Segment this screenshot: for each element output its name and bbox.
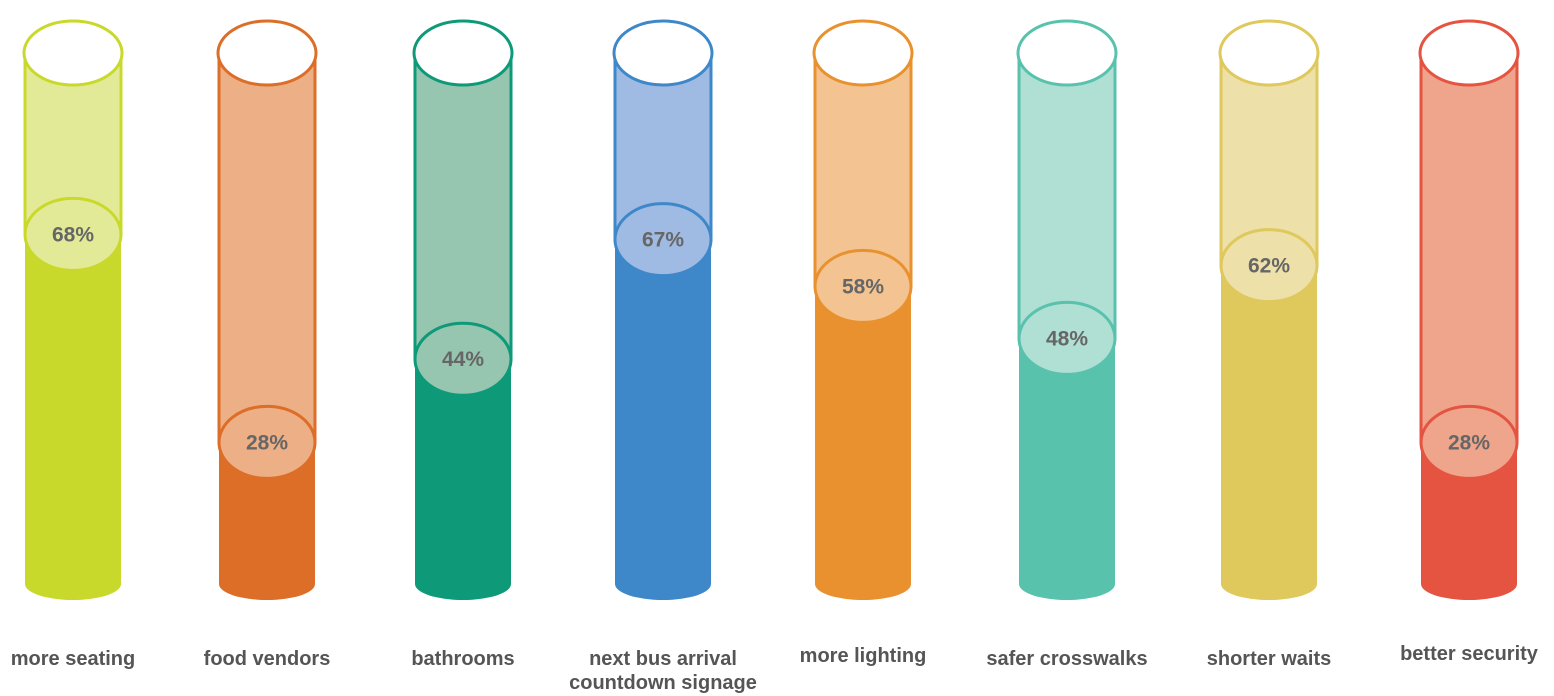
cylinder-base <box>415 568 511 600</box>
cylinder-bar: 67% next bus arrival countdown signage <box>569 19 757 694</box>
cylinder-fill <box>815 286 911 584</box>
fill-level-surface <box>1017 300 1117 376</box>
cylinder-top-opening <box>216 19 318 87</box>
fill-level-surface <box>23 196 123 272</box>
cylinder-top-opening <box>1218 19 1320 87</box>
cylinder-empty-section <box>1419 51 1519 444</box>
cylinder-bar: 48% safer crosswalks <box>986 19 1148 670</box>
cylinder-base <box>1019 568 1115 600</box>
category-label-line: safer crosswalks <box>986 648 1147 670</box>
cylinder-base <box>1221 568 1317 600</box>
cylinder-top-opening <box>612 19 714 87</box>
fill-level-surface <box>1219 228 1319 304</box>
category-label: safer crosswalks <box>986 648 1147 670</box>
category-label-line: countdown signage <box>569 672 757 694</box>
cylinder-empty-section <box>1017 51 1117 340</box>
value-label: 67% <box>642 229 684 252</box>
value-label: 28% <box>1448 431 1490 454</box>
category-label-line: bathrooms <box>411 648 514 670</box>
cylinder-empty-section <box>413 51 513 361</box>
fill-level-surface <box>217 404 317 480</box>
category-label: more lighting <box>800 645 927 667</box>
cylinder-bar: 44% bathrooms <box>411 19 515 670</box>
category-label-line: more seating <box>11 648 135 670</box>
cylinder-bar: 68% more seating <box>11 19 135 670</box>
cylinder-fill <box>25 234 121 584</box>
cylinder-bar: 28% better security <box>1400 19 1539 665</box>
fill-level-surface <box>413 321 513 397</box>
category-label: shorter waits <box>1207 648 1331 670</box>
value-label: 28% <box>246 431 288 454</box>
cylinder-fill <box>615 239 711 584</box>
category-label-line: more lighting <box>800 645 927 667</box>
value-label: 48% <box>1046 327 1088 350</box>
cylinder-bar: 28% food vendors <box>204 19 331 670</box>
cylinder-base <box>815 568 911 600</box>
value-label: 44% <box>442 348 484 371</box>
category-label: better security <box>1400 643 1539 665</box>
category-label: next bus arrival countdown signage <box>569 648 757 694</box>
cylinder-top-opening <box>1418 19 1520 87</box>
cylinder-top-opening <box>22 19 124 87</box>
value-label: 62% <box>1248 255 1290 278</box>
cylinder-top-opening <box>1016 19 1118 87</box>
category-label: more seating <box>11 648 135 670</box>
category-label-line: next bus arrival <box>589 648 737 670</box>
category-label-line: shorter waits <box>1207 648 1331 670</box>
cylinder-fill <box>1019 338 1115 584</box>
cylinder-fill <box>1221 265 1317 584</box>
cylinder-base <box>615 568 711 600</box>
value-label: 68% <box>52 223 94 246</box>
cylinder-base <box>25 568 121 600</box>
category-label-line: food vendors <box>204 648 331 670</box>
fill-level-surface <box>613 202 713 278</box>
cylinder-bar: 62% shorter waits <box>1207 19 1331 670</box>
value-label: 58% <box>842 275 884 298</box>
cylinder-empty-section <box>217 51 317 444</box>
fill-level-surface <box>1419 404 1519 480</box>
category-label-line: better security <box>1400 643 1539 665</box>
cylinder-base <box>1421 568 1517 600</box>
fill-level-surface <box>813 248 913 324</box>
cylinder-base <box>219 568 315 600</box>
cylinder-top-opening <box>812 19 914 87</box>
category-label: food vendors <box>204 648 331 670</box>
cylinder-bar: 58% more lighting <box>800 19 927 667</box>
category-label: bathrooms <box>411 648 514 670</box>
cylinder-top-opening <box>412 19 514 87</box>
